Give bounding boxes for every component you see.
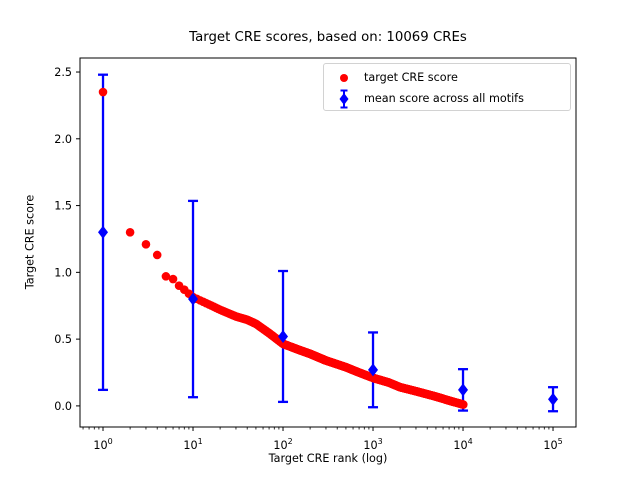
scatter-point xyxy=(458,400,468,409)
axes-spines xyxy=(79,57,577,428)
scatter-point xyxy=(98,87,108,97)
scatter-point xyxy=(152,250,162,260)
scatter-point xyxy=(161,272,171,281)
legend-item-mean-score: mean score across all motifs xyxy=(324,88,570,109)
y-tick-label: 0.0 xyxy=(54,400,72,413)
x-tick-label: 104 xyxy=(453,437,472,452)
x-axis-label: Target CRE rank (log) xyxy=(268,452,388,465)
scatter-point xyxy=(168,274,178,284)
scatter-point xyxy=(141,240,151,249)
y-tick-label: 2.0 xyxy=(54,133,72,146)
mean-diamond-marker xyxy=(458,383,469,397)
x-tick-label: 105 xyxy=(543,437,562,452)
mean-diamond-marker xyxy=(188,292,199,306)
y-tick-label: 2.5 xyxy=(54,66,72,79)
x-tick-label: 101 xyxy=(183,437,202,452)
x-tick-label: 100 xyxy=(93,437,112,452)
blue-diamond-errorbar-marker-icon xyxy=(324,89,364,109)
mean-diamond-marker xyxy=(548,392,559,406)
mean-diamond-marker xyxy=(368,363,379,377)
red-circle-marker-icon xyxy=(324,73,364,83)
mean-diamond-marker xyxy=(98,225,109,239)
x-tick-label: 103 xyxy=(363,437,382,452)
x-tick-label: 102 xyxy=(273,437,292,452)
legend-label: mean score across all motifs xyxy=(364,92,524,105)
legend: target CRE score mean score across all m… xyxy=(323,63,571,111)
y-axis-label: Target CRE score xyxy=(23,194,37,290)
mean-diamond-marker xyxy=(278,329,289,343)
chart-title: Target CRE scores, based on: 10069 CREs xyxy=(189,30,467,45)
legend-label: target CRE score xyxy=(364,71,458,84)
scatter-point xyxy=(125,227,135,237)
legend-item-target-cre-score: target CRE score xyxy=(324,67,570,88)
y-tick-label: 0.5 xyxy=(54,333,72,346)
y-tick-label: 1.0 xyxy=(54,266,72,279)
y-tick-label: 1.5 xyxy=(54,200,72,213)
